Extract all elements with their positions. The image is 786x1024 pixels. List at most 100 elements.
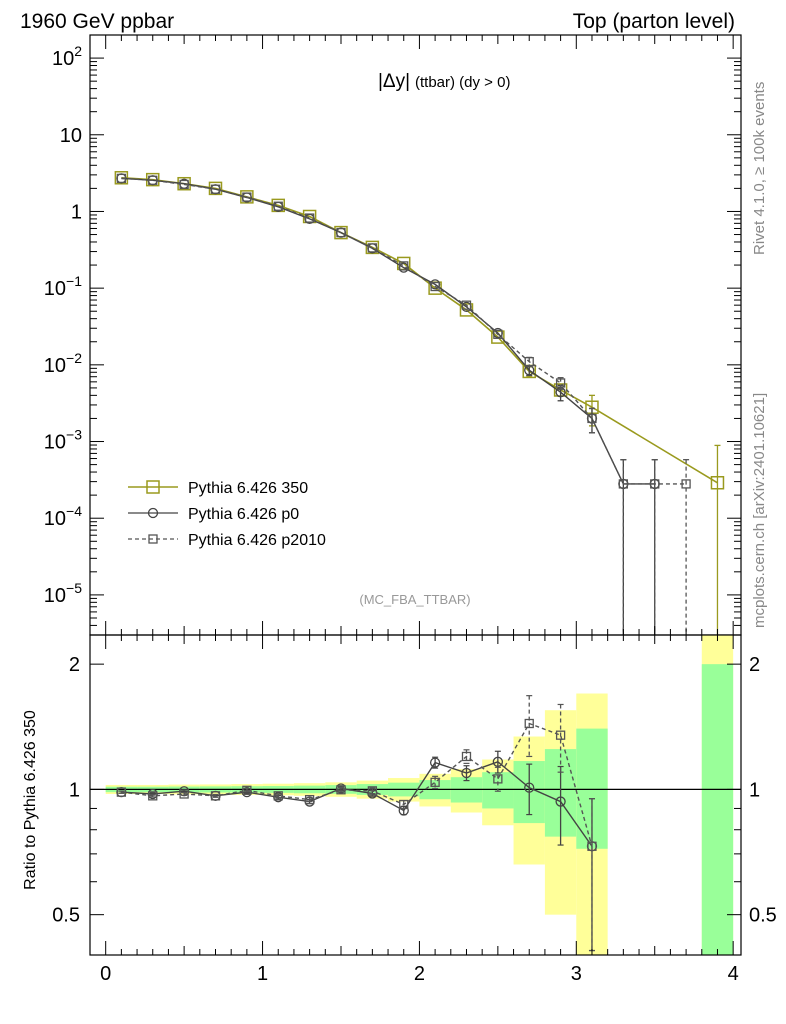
- main-ytick-exp: −5: [66, 580, 82, 596]
- ratio-point-p2010: [461, 751, 472, 762]
- main-ytick-label: 102: [52, 43, 82, 70]
- legend-label-p2010: Pythia 6.426 p2010: [188, 532, 326, 549]
- data-point-p2010: [242, 192, 252, 202]
- legend-item-p2010: Pythia 6.426 p2010: [128, 532, 326, 549]
- data-point-ref: [710, 476, 725, 490]
- data-point-p2010: [650, 479, 660, 489]
- data-point-ref: [491, 330, 505, 344]
- ratio-ylabel: Ratio to Pythia 6.426 350: [22, 710, 39, 890]
- ratio-ytick-label-right: 0.5: [749, 905, 777, 927]
- ratio-point-p2010: [587, 841, 597, 851]
- ratio-ytick-label-right: 1: [749, 779, 760, 801]
- ratio-ytick-label: 1: [69, 779, 80, 801]
- data-point-p2010: [618, 479, 628, 489]
- main-ytick-base: 10: [44, 432, 66, 454]
- legend-item-p0: Pythia 6.426 p0: [128, 506, 299, 523]
- xtick-label: 3: [571, 963, 582, 985]
- ratio-point-p2010: [493, 774, 503, 784]
- data-point-p2010: [179, 179, 189, 190]
- ratio-point-p2010: [273, 791, 283, 801]
- xtick-label: 0: [100, 963, 111, 985]
- ratio-point-p2010: [179, 789, 189, 799]
- ratio-point-p0: [461, 767, 472, 779]
- ratio-point-p0: [492, 756, 504, 767]
- data-point-p2010: [430, 281, 440, 292]
- main-ytick-exp: −3: [66, 427, 82, 443]
- data-point-p2010: [304, 213, 315, 223]
- data-point-p2010: [336, 227, 346, 238]
- main-ytick-label: 10−3: [44, 427, 82, 454]
- main-ytick-base: 10: [44, 508, 66, 530]
- mcplots-label: mcplots.cern.ch [arXiv:2401.10621]: [751, 393, 768, 628]
- legend-marker-p0: [147, 507, 159, 519]
- data-point-p2010: [399, 261, 409, 271]
- data-point-p2010: [555, 378, 566, 388]
- band-green: [701, 664, 734, 955]
- legend-marker-ref: [146, 480, 160, 494]
- series-line-p0: [121, 177, 655, 485]
- ratio-point-p2010: [210, 791, 221, 801]
- legend-label-ref: Pythia 6.426 350: [188, 480, 308, 497]
- main-ytick-exp: −1: [66, 273, 82, 289]
- ratio-panel: 0.5 0.5 1 1 2 2 0 1 2 3 4 Ratio to Pythia 6.426 35…: [22, 634, 777, 985]
- data-point-p2010: [148, 175, 158, 185]
- data-point-p2010: [587, 413, 597, 424]
- analysis-tag: (MC_FBA_TTBAR): [359, 592, 470, 607]
- ratio-ytick-label-right: 2: [749, 654, 760, 676]
- series-line-ref: [121, 176, 718, 484]
- main-ytick-exp: 2: [74, 43, 82, 59]
- ratio-point-p0: [524, 782, 535, 793]
- plot-title-sub: (ttbar) (dy > 0): [415, 74, 510, 91]
- energy-label: 1960 GeV ppbar: [20, 10, 174, 33]
- data-point-p2010: [493, 329, 503, 339]
- ratio-axes: 0.5 0.5 1 1 2 2 0 1 2 3 4: [52, 635, 777, 985]
- main-ytick-base: 10: [44, 278, 66, 300]
- xtick-label: 1: [257, 963, 268, 985]
- xtick-label: 2: [414, 963, 425, 985]
- ratio-point-p2010: [242, 785, 252, 795]
- data-point-p2010: [116, 173, 127, 184]
- main-ytick-label: 1: [71, 201, 82, 223]
- ratio-ytick-label: 0.5: [52, 905, 80, 927]
- main-ytick-exp: −2: [66, 350, 82, 366]
- data-point-p2010: [524, 357, 534, 367]
- ratio-ytick-label: 2: [69, 654, 80, 676]
- ratio-point-p2010: [524, 718, 534, 729]
- legend-label-p0: Pythia 6.426 p0: [188, 506, 299, 523]
- process-label: Top (parton level): [573, 10, 735, 33]
- legend-marker-p2010: [148, 534, 158, 544]
- data-point-ref: [240, 190, 254, 204]
- main-ytick-label: 10−2: [44, 350, 82, 377]
- ratio-point-p2010: [399, 799, 409, 810]
- data-point-ref: [114, 171, 129, 185]
- ratio-frame: [89, 634, 742, 956]
- ratio-point-p2010: [304, 794, 315, 805]
- legend-item-ref: Pythia 6.426 350: [128, 480, 308, 497]
- data-point-p2010: [681, 479, 691, 489]
- data-point-p2010: [367, 243, 378, 253]
- data-point-p2010: [461, 300, 472, 310]
- ratio-point-p2010: [336, 785, 346, 795]
- main-ytick-label: 10−4: [44, 503, 82, 530]
- ratio-point-p2010: [430, 777, 440, 787]
- data-point-p2010: [273, 201, 283, 211]
- ratio-point-p0: [429, 757, 441, 768]
- main-ytick-label: 10: [60, 125, 82, 147]
- plot-title-main: |Δy|: [378, 71, 410, 92]
- main-ytick-label: 10−1: [44, 273, 82, 300]
- main-ytick-base: 10: [44, 585, 66, 607]
- legend: Pythia 6.426 350 Pythia 6.426 p0 Pythia …: [128, 480, 326, 549]
- rivet-label: Rivet 4.1.0, ≥ 100k events: [751, 82, 768, 255]
- data-point-p2010: [210, 184, 221, 194]
- main-ytick-exp: −4: [66, 503, 82, 519]
- main-ytick-base: 10: [52, 48, 74, 70]
- main-ytick-label: 10−5: [44, 580, 82, 607]
- ratio-line-p2010: [121, 722, 593, 847]
- ratio-point-p0: [555, 796, 566, 807]
- ratio-point-p2010: [367, 786, 378, 796]
- ratio-point-p2010: [555, 730, 566, 740]
- ratio-point-p2010: [116, 787, 127, 797]
